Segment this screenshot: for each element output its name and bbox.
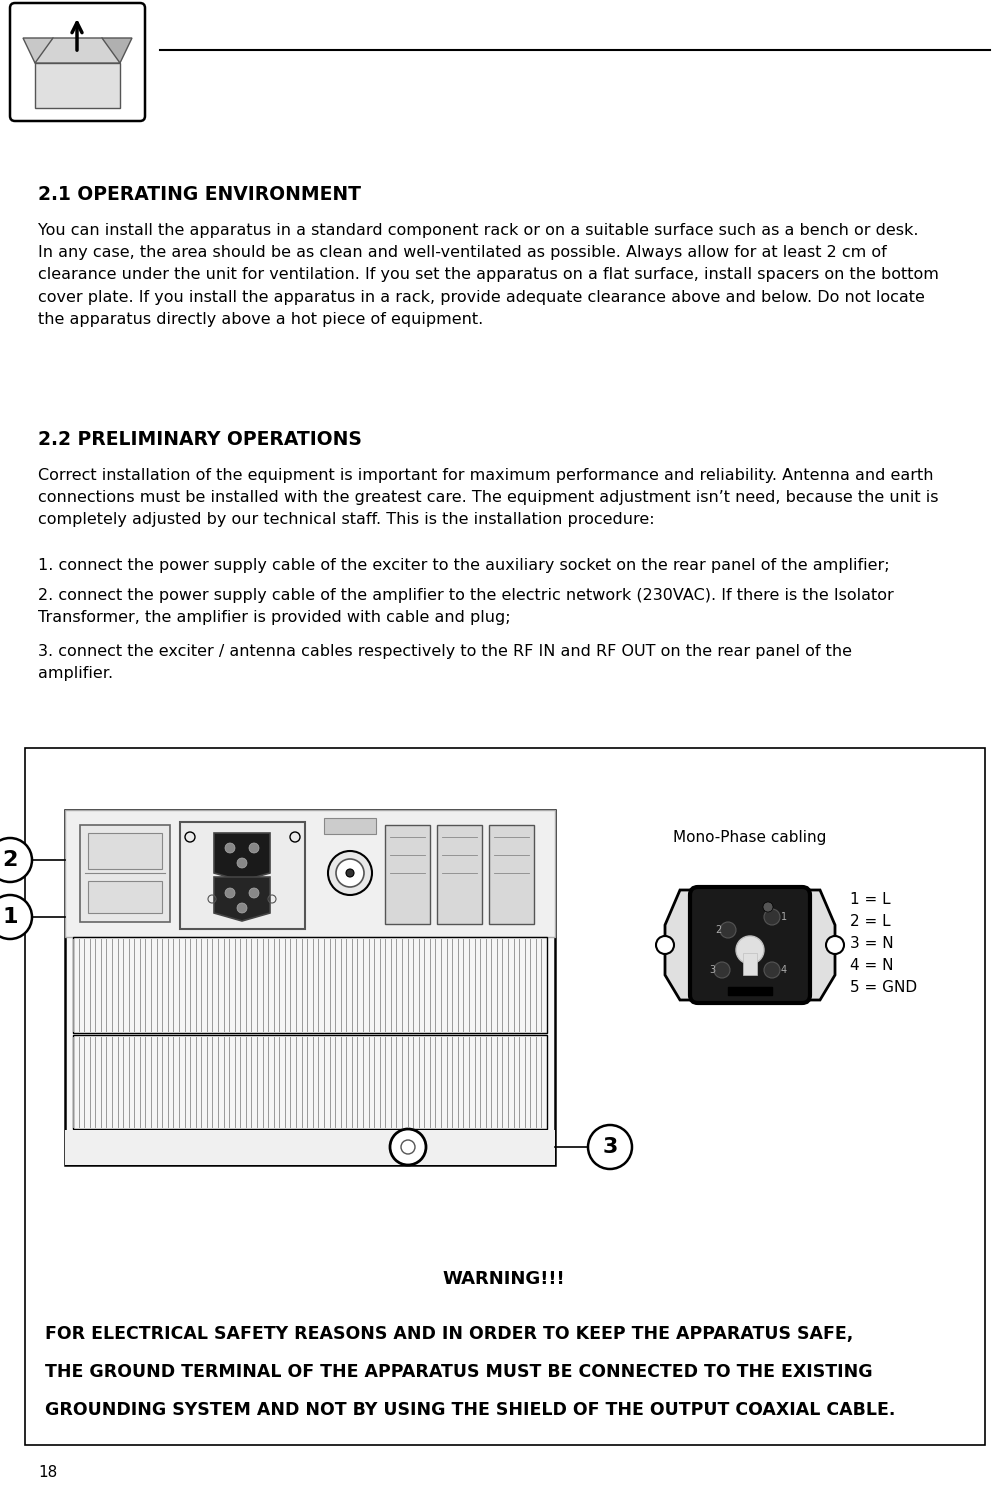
Polygon shape [214,877,270,922]
Text: You can install the apparatus in a standard component rack or on a suitable surf: You can install the apparatus in a stand… [38,224,938,327]
Text: 1: 1 [2,907,18,928]
Polygon shape [214,833,270,881]
Text: Correct installation of the equipment is important for maximum performance and r: Correct installation of the equipment is… [38,468,938,527]
Circle shape [328,851,372,895]
Circle shape [346,869,354,877]
Circle shape [0,838,32,883]
Circle shape [249,889,259,898]
Text: 2.1 OPERATING ENVIRONMENT: 2.1 OPERATING ENVIRONMENT [38,185,361,204]
Polygon shape [665,890,835,1000]
Circle shape [588,1126,632,1169]
Text: 2. connect the power supply cable of the amplifier to the electric network (230V: 2. connect the power supply cable of the… [38,588,894,626]
Text: 1: 1 [781,913,787,922]
Circle shape [401,1139,415,1154]
Text: THE GROUND TERMINAL OF THE APPARATUS MUST BE CONNECTED TO THE EXISTING: THE GROUND TERMINAL OF THE APPARATUS MUS… [45,1363,873,1381]
Bar [180,823,305,929]
Circle shape [225,889,235,898]
Bar [25,747,985,1445]
Circle shape [0,895,32,940]
Bar [743,953,757,976]
Text: 3: 3 [709,965,715,976]
Bar [73,1036,547,1129]
Text: 2: 2 [2,850,18,871]
Polygon shape [35,38,120,63]
Bar [65,811,555,937]
Circle shape [336,859,364,887]
Circle shape [714,962,730,979]
Text: Mono-Phase cabling: Mono-Phase cabling [673,830,827,845]
Text: 3: 3 [603,1136,618,1157]
Circle shape [736,937,764,964]
Bar [489,826,534,925]
Bar [65,811,555,1165]
Text: 4: 4 [781,965,787,976]
Bar [35,63,120,108]
Text: FOR ELECTRICAL SAFETY REASONS AND IN ORDER TO KEEP THE APPARATUS SAFE,: FOR ELECTRICAL SAFETY REASONS AND IN ORD… [45,1325,853,1343]
Text: GROUNDING SYSTEM AND NOT BY USING THE SHIELD OF THE OUTPUT COAXIAL CABLE.: GROUNDING SYSTEM AND NOT BY USING THE SH… [45,1400,895,1418]
Text: 18: 18 [38,1465,57,1480]
Circle shape [826,937,844,955]
Circle shape [237,859,247,868]
Circle shape [720,922,736,938]
Bar [728,988,772,995]
Polygon shape [23,38,65,63]
Bar [80,826,170,922]
Text: WARNING!!!: WARNING!!! [443,1270,565,1288]
Text: 2 = L: 2 = L [850,914,891,929]
Text: 5 = GND: 5 = GND [850,980,917,995]
Text: 2: 2 [715,925,721,935]
Circle shape [390,1129,426,1165]
Circle shape [249,844,259,853]
Bar [437,826,482,925]
Circle shape [225,844,235,853]
Bar [65,1130,555,1165]
Circle shape [763,902,773,913]
Bar [385,826,430,925]
Circle shape [764,962,780,979]
Circle shape [237,904,247,913]
Text: 3. connect the exciter / antenna cables respectively to the RF IN and RF OUT on : 3. connect the exciter / antenna cables … [38,644,852,681]
Bar [88,833,162,869]
FancyBboxPatch shape [10,3,145,122]
Text: 2.2 PRELIMINARY OPERATIONS: 2.2 PRELIMINARY OPERATIONS [38,429,362,449]
Circle shape [764,910,780,925]
Polygon shape [90,38,132,63]
Text: 1 = L: 1 = L [850,893,891,908]
Bar [324,818,376,835]
Bar [73,937,547,1033]
Text: 4 = N: 4 = N [850,959,893,974]
FancyBboxPatch shape [690,887,810,1003]
Circle shape [656,937,674,955]
Text: 1. connect the power supply cable of the exciter to the auxiliary socket on the : 1. connect the power supply cable of the… [38,558,890,573]
Bar [88,881,162,913]
Text: 3 = N: 3 = N [850,937,894,952]
